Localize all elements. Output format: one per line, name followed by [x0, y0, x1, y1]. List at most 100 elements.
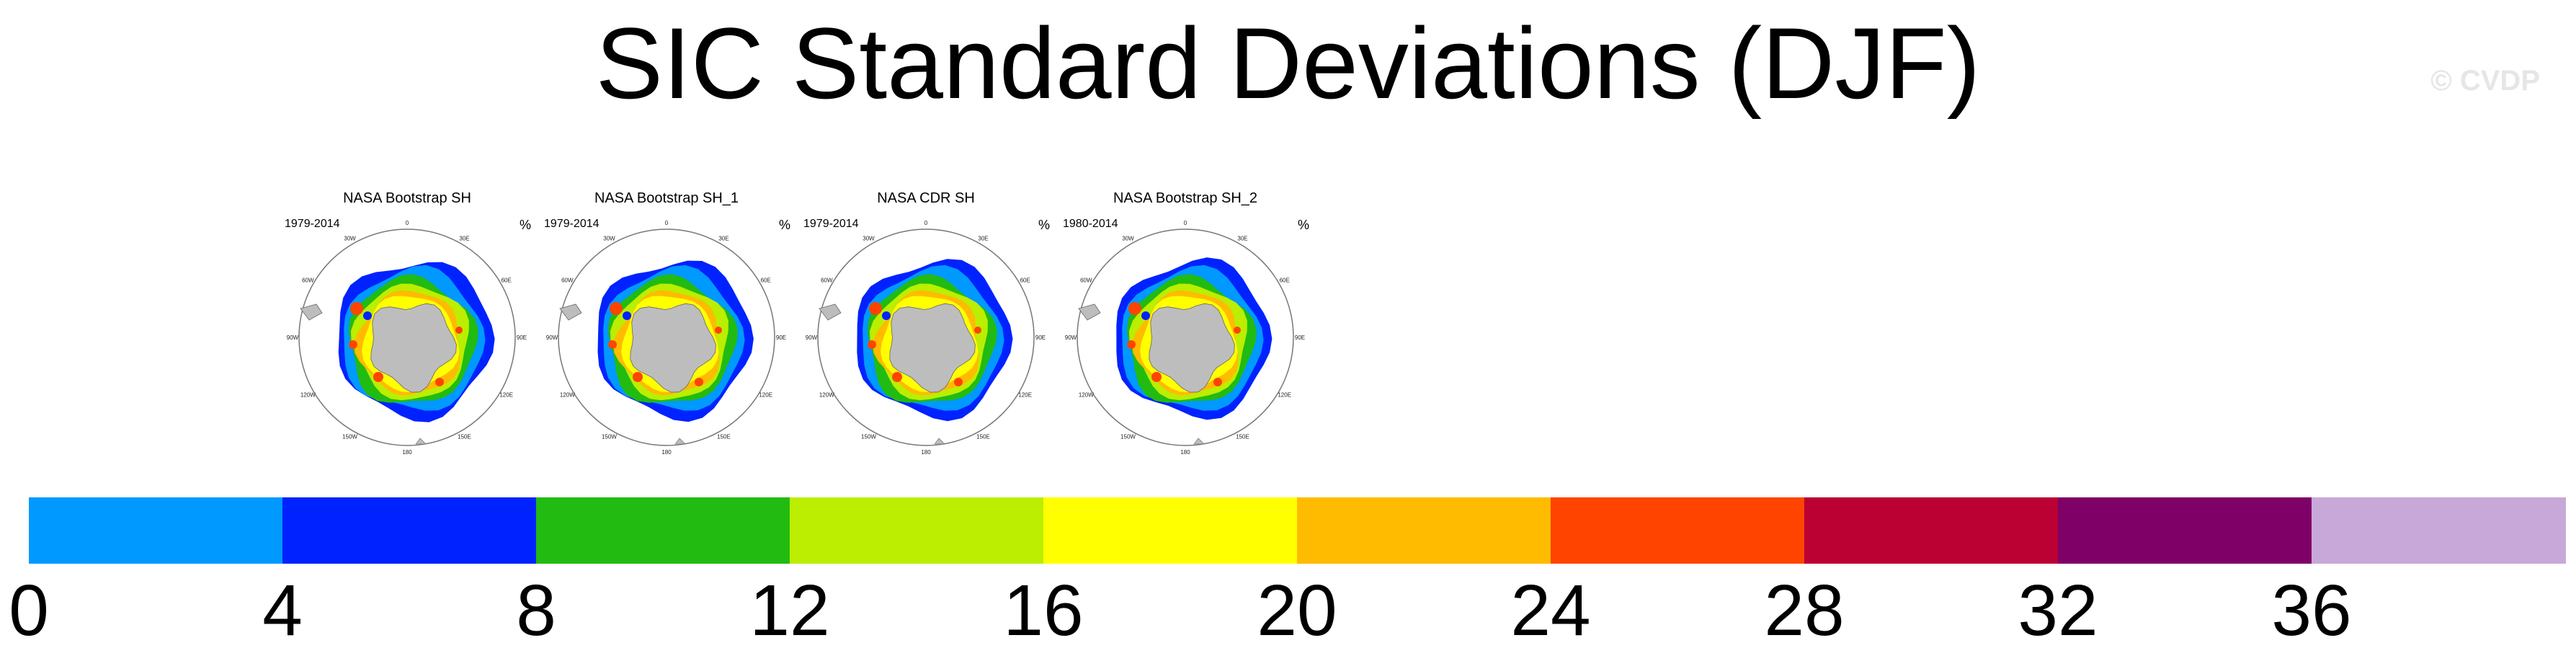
colorbar-segment [1043, 497, 1298, 564]
longitude-label: 120W [819, 392, 834, 399]
panel-unit: % [1297, 218, 1309, 232]
panel-unit: % [1038, 218, 1050, 232]
panel-years: 1980-2014 [1063, 218, 1118, 230]
variability-patch [435, 378, 444, 386]
variability-patch [954, 378, 963, 386]
longitude-label: 150E [458, 434, 471, 440]
longitude-label: 30E [718, 235, 728, 241]
longitude-label: 150W [602, 434, 617, 440]
longitude-label: 0 [924, 220, 928, 226]
longitude-label: 60E [1020, 278, 1030, 284]
longitude-label: 180 [402, 449, 412, 456]
map-panel: NASA Bootstrap SH_2 1980-2014 % 0 30E 60E 9… [1056, 187, 1315, 461]
panel-title: NASA CDR SH [877, 190, 975, 206]
island-landmass [674, 438, 686, 445]
colorbar-label: 8 [516, 570, 556, 651]
variability-patch [1141, 311, 1150, 320]
island-landmass [415, 438, 427, 445]
colorbar-segment [1297, 497, 1551, 564]
panel-years: 1979-2014 [544, 218, 600, 230]
variability-patch [1234, 327, 1241, 334]
south-america-landmass [819, 303, 842, 321]
colorbar [29, 497, 2566, 564]
panel-years: 1979-2014 [803, 218, 859, 230]
colorbar-segment [536, 497, 790, 564]
longitude-label: 90E [776, 334, 786, 341]
variability-patch [1213, 378, 1222, 386]
longitude-label: 30E [978, 235, 988, 241]
longitude-label: 120W [560, 392, 575, 399]
variability-patch [608, 340, 617, 349]
longitude-label: 30W [1122, 235, 1134, 241]
panel-title: NASA Bootstrap SH [343, 190, 471, 206]
variability-patch [633, 372, 643, 382]
longitude-label: 60E [502, 278, 512, 284]
longitude-label: 30W [863, 235, 875, 241]
map-panels: NASA Bootstrap SH 1979-2014 % 0 30E 60E 90E… [277, 187, 1315, 461]
variability-patch [373, 372, 383, 382]
variability-patch [363, 311, 372, 320]
polar-map: 0 30E 60E 90E 120E 150E 180 150W 120W 90W 60W 30W [287, 220, 527, 456]
colorbar-label: 24 [1510, 570, 1591, 651]
longitude-label: 60W [561, 278, 574, 284]
longitude-label: 60E [1280, 278, 1290, 284]
colorbar-segment [2312, 497, 2566, 564]
longitude-label: 150W [861, 434, 876, 440]
panel-title: NASA Bootstrap SH_2 [1113, 190, 1258, 206]
longitude-label: 150W [342, 434, 357, 440]
variability-patch [350, 302, 363, 315]
longitude-label: 60W [821, 278, 833, 284]
antarctica-landmass [370, 303, 457, 393]
longitude-label: 150W [1120, 434, 1136, 440]
longitude-label: 30E [459, 235, 469, 241]
variability-patch [869, 302, 882, 315]
colorbar-label: 36 [2271, 570, 2352, 651]
watermark: © CVDP [2430, 65, 2540, 97]
variability-patch [1151, 372, 1162, 382]
colorbar-segment [1551, 497, 1805, 564]
longitude-label: 120W [1079, 392, 1094, 399]
antarctica-landmass [889, 303, 976, 393]
longitude-label: 0 [1184, 220, 1187, 226]
colorbar-label: 16 [1003, 570, 1084, 651]
longitude-label: 150E [1236, 434, 1249, 440]
panel-unit: % [519, 218, 531, 232]
colorbar-label: 0 [9, 570, 49, 651]
polar-map: 0 30E 60E 90E 120E 150E 180 150W 120W 90W 60W 30W [1065, 220, 1305, 456]
longitude-label: 180 [921, 449, 931, 456]
longitude-label: 90E [1035, 334, 1046, 341]
longitude-label: 0 [406, 220, 409, 226]
colorbar-label: 20 [1257, 570, 1337, 651]
longitude-label: 90E [517, 334, 527, 341]
longitude-label: 120W [300, 392, 316, 399]
variability-patch [882, 311, 891, 320]
colorbar-segment [282, 497, 537, 564]
colorbar-segment [790, 497, 1044, 564]
polar-map: 0 30E 60E 90E 120E 150E 180 150W 120W 90W 60W 30W [806, 220, 1046, 456]
variability-patch [715, 327, 722, 334]
variability-patch [868, 340, 876, 349]
island-landmass [1193, 438, 1205, 445]
longitude-label: 0 [665, 220, 669, 226]
colorbar-label: 4 [262, 570, 303, 651]
longitude-label: 180 [661, 449, 672, 456]
longitude-label: 30W [603, 235, 615, 241]
longitude-label: 60W [1080, 278, 1092, 284]
variability-patch [892, 372, 902, 382]
variability-patch [1127, 340, 1136, 349]
south-america-landmass [559, 303, 582, 321]
longitude-label: 30W [344, 235, 356, 241]
panel-title: NASA Bootstrap SH_1 [594, 190, 739, 206]
island-landmass [934, 438, 945, 445]
longitude-label: 180 [1180, 449, 1190, 456]
variability-patch [695, 378, 703, 386]
longitude-label: 150E [717, 434, 731, 440]
page-title: SIC Standard Deviations (DJF) [595, 6, 1981, 120]
map-panel: NASA Bootstrap SH 1979-2014 % 0 30E 60E 90E… [277, 187, 537, 461]
longitude-label: 90W [1065, 334, 1077, 341]
variability-patch [1128, 302, 1141, 315]
longitude-label: 90W [287, 334, 299, 341]
variability-patch [623, 311, 631, 320]
longitude-label: 120E [759, 392, 772, 399]
antarctica-landmass [630, 303, 716, 393]
